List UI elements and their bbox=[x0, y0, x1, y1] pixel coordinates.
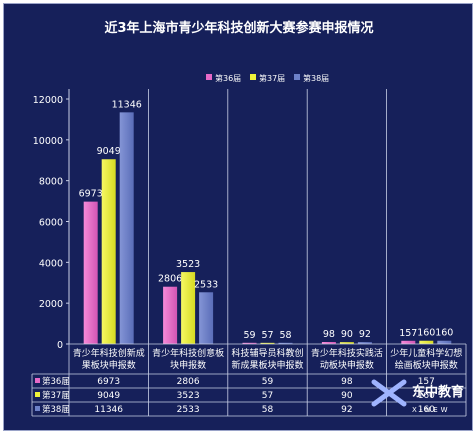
category-label: 青少年科技创意板 bbox=[152, 347, 224, 359]
y-tick-label: 12000 bbox=[33, 95, 63, 106]
y-tick-label: 2000 bbox=[39, 299, 63, 310]
category-label: 动板块申报数 bbox=[320, 359, 374, 371]
table-cell: 57 bbox=[262, 391, 273, 401]
category-label: 科技辅导员科教创 bbox=[231, 347, 303, 359]
y-tick-label: 4000 bbox=[39, 258, 63, 269]
bar bbox=[260, 342, 275, 344]
legend-swatch bbox=[294, 74, 300, 80]
data-label: 90 bbox=[341, 329, 353, 340]
table-series-swatch bbox=[35, 406, 40, 411]
legend-label: 第36届 bbox=[215, 73, 241, 83]
data-label: 6973 bbox=[79, 189, 103, 200]
category-label: 少年儿童科学幻想 bbox=[390, 347, 462, 359]
table-cell: 90 bbox=[341, 391, 353, 401]
table-series-label: 第38届 bbox=[42, 404, 70, 415]
watermark-subtext: X-NEW bbox=[412, 406, 451, 414]
table-cell: 11346 bbox=[94, 405, 123, 415]
table-cell: 9049 bbox=[97, 391, 120, 401]
y-tick-label: 0 bbox=[57, 340, 63, 351]
data-label: 157 bbox=[399, 328, 417, 339]
bar bbox=[119, 112, 134, 344]
data-label: 57 bbox=[261, 330, 273, 341]
bar-chart: 近3年上海市青少年科技创新大赛参赛申报情况 第36届 第37届 第38届 02000… bbox=[31, 20, 467, 417]
data-label: 2806 bbox=[158, 274, 182, 285]
bar bbox=[437, 340, 452, 344]
table-cell: 2533 bbox=[177, 405, 200, 415]
table-cell: 2806 bbox=[177, 377, 200, 387]
chart-frame: 近3年上海市青少年科技创新大赛参赛申报情况 第36届 第37届 第38届 0 2000… bbox=[3, 3, 473, 431]
chart-title: 近3年上海市青少年科技创新大赛参赛申报情况 bbox=[104, 20, 373, 36]
watermark-logo: 东中教育 X-NEW bbox=[371, 379, 464, 414]
bar bbox=[339, 342, 354, 344]
legend-swatch bbox=[206, 74, 212, 80]
table-series-label: 第36届 bbox=[42, 376, 70, 387]
data-label: 160 bbox=[435, 328, 453, 339]
bar bbox=[101, 159, 116, 344]
bars: 6973 9049 11346 2806 3523 2533 59 57 58 98 90 92 157… bbox=[79, 99, 453, 344]
category-label: 块申报数 bbox=[170, 359, 206, 371]
legend-swatch bbox=[250, 74, 256, 80]
bar bbox=[163, 286, 178, 344]
watermark-text: 东中教育 bbox=[412, 384, 464, 400]
table-cell: 160 bbox=[418, 391, 435, 401]
table-cell: 3523 bbox=[177, 391, 200, 401]
table-cell: 160 bbox=[418, 405, 435, 415]
data-label: 2533 bbox=[194, 279, 218, 290]
table-cell: 157 bbox=[418, 377, 435, 387]
legend: 第36届 第37届 第38届 bbox=[206, 73, 329, 83]
bar bbox=[401, 340, 416, 344]
table-series-swatch bbox=[35, 392, 40, 397]
data-label: 9049 bbox=[97, 146, 121, 157]
category-label: 青少年科技创新成 bbox=[73, 347, 145, 359]
legend-label: 第38届 bbox=[303, 73, 329, 83]
data-label: 58 bbox=[279, 330, 291, 341]
table-cell: 59 bbox=[262, 377, 274, 387]
data-label: 92 bbox=[359, 329, 371, 340]
table-series-label: 第37届 bbox=[42, 390, 70, 401]
table-cell: 98 bbox=[341, 377, 353, 387]
bar bbox=[357, 342, 372, 344]
category-label: 新成果板块申报数 bbox=[231, 359, 303, 371]
table-series-swatch bbox=[35, 378, 40, 383]
category-label: 青少年科技实践活 bbox=[311, 347, 383, 359]
y-tick-label: 6000 bbox=[39, 218, 63, 229]
axes: 0 2000 4000 6000 8000 10000 12000 bbox=[33, 89, 388, 351]
data-label: 59 bbox=[243, 330, 255, 341]
category-label: 绘画板块申报数 bbox=[395, 359, 458, 371]
bar bbox=[321, 341, 336, 344]
data-label: 160 bbox=[417, 328, 435, 339]
y-tick-label: 10000 bbox=[33, 136, 63, 147]
table-cell: 58 bbox=[262, 405, 274, 415]
table-cell: 92 bbox=[341, 405, 352, 415]
category-label: 果板块申报数 bbox=[82, 359, 136, 371]
legend-label: 第37届 bbox=[259, 73, 285, 83]
bar bbox=[181, 272, 196, 344]
data-label: 98 bbox=[323, 329, 335, 340]
data-label: 3523 bbox=[176, 259, 200, 270]
bar bbox=[242, 342, 257, 344]
data-label: 11346 bbox=[112, 99, 142, 110]
bar bbox=[419, 340, 434, 344]
y-tick-label: 8000 bbox=[39, 177, 63, 188]
bar bbox=[278, 342, 293, 344]
bar bbox=[199, 292, 214, 344]
bar bbox=[83, 201, 98, 344]
table-cell: 6973 bbox=[97, 377, 120, 387]
